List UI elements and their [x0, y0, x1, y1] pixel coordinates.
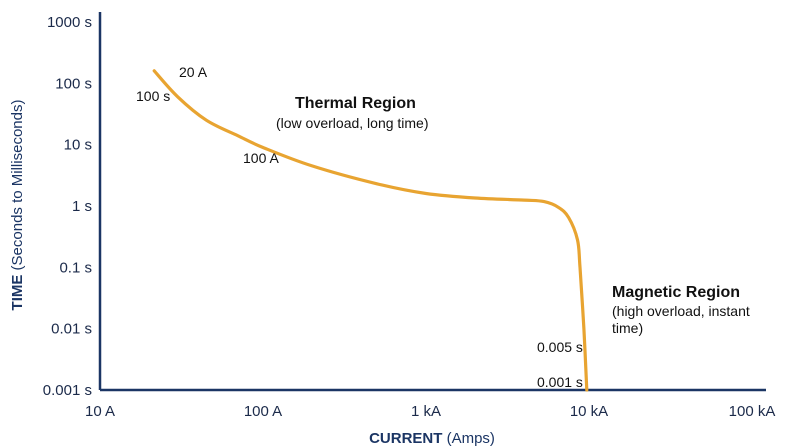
y-axis-title-rest: (Seconds to Milliseconds) — [9, 100, 26, 275]
y-tick-label: 0.001 s — [43, 382, 92, 399]
magnetic-region-subtitle-line2: time) — [612, 320, 643, 336]
annotation-100a: 100 A — [243, 150, 279, 166]
axes — [98, 12, 766, 392]
x-axis-title: CURRENT (Amps) — [369, 430, 495, 447]
y-tick-label: 100 s — [55, 75, 92, 92]
y-axis-title-bold: TIME — [9, 275, 26, 311]
x-tick-label: 10 A — [85, 403, 115, 420]
y-tick-label: 0.01 s — [51, 321, 92, 338]
trip-curve-line — [152, 69, 589, 392]
thermal-region-title: Thermal Region — [295, 95, 416, 112]
x-axis-title-bold: CURRENT — [369, 430, 442, 447]
y-tick-label: 0.1 s — [59, 259, 92, 276]
annotation-0001s: 0.001 s — [537, 374, 583, 390]
y-tick-label: 1000 s — [47, 14, 92, 31]
y-tick-label: 1 s — [72, 198, 92, 215]
annotation-20a: 20 A — [179, 64, 208, 80]
series-group — [152, 69, 589, 392]
annotation-100s: 100 s — [136, 88, 170, 104]
magnetic-region-title: Magnetic Region — [612, 284, 740, 301]
y-axis-title: TIME (Seconds to Milliseconds) — [9, 100, 26, 311]
x-tick-label: 100 kA — [729, 403, 776, 420]
annotation-0005s: 0.005 s — [537, 339, 583, 355]
x-axis-title-rest: (Amps) — [442, 430, 495, 447]
thermal-region-subtitle: (low overload, long time) — [276, 115, 429, 131]
x-tick-label: 10 kA — [570, 403, 608, 420]
y-tick-label: 10 s — [64, 137, 92, 154]
magnetic-region-subtitle-line1: (high overload, instant — [612, 303, 750, 319]
x-tick-labels: 10 A 100 A 1 kA 10 kA 100 kA — [85, 403, 775, 420]
x-tick-label: 100 A — [244, 403, 282, 420]
x-tick-label: 1 kA — [411, 403, 441, 420]
y-tick-labels: 1000 s 100 s 10 s 1 s 0.1 s 0.01 s 0.001 s — [43, 14, 92, 399]
